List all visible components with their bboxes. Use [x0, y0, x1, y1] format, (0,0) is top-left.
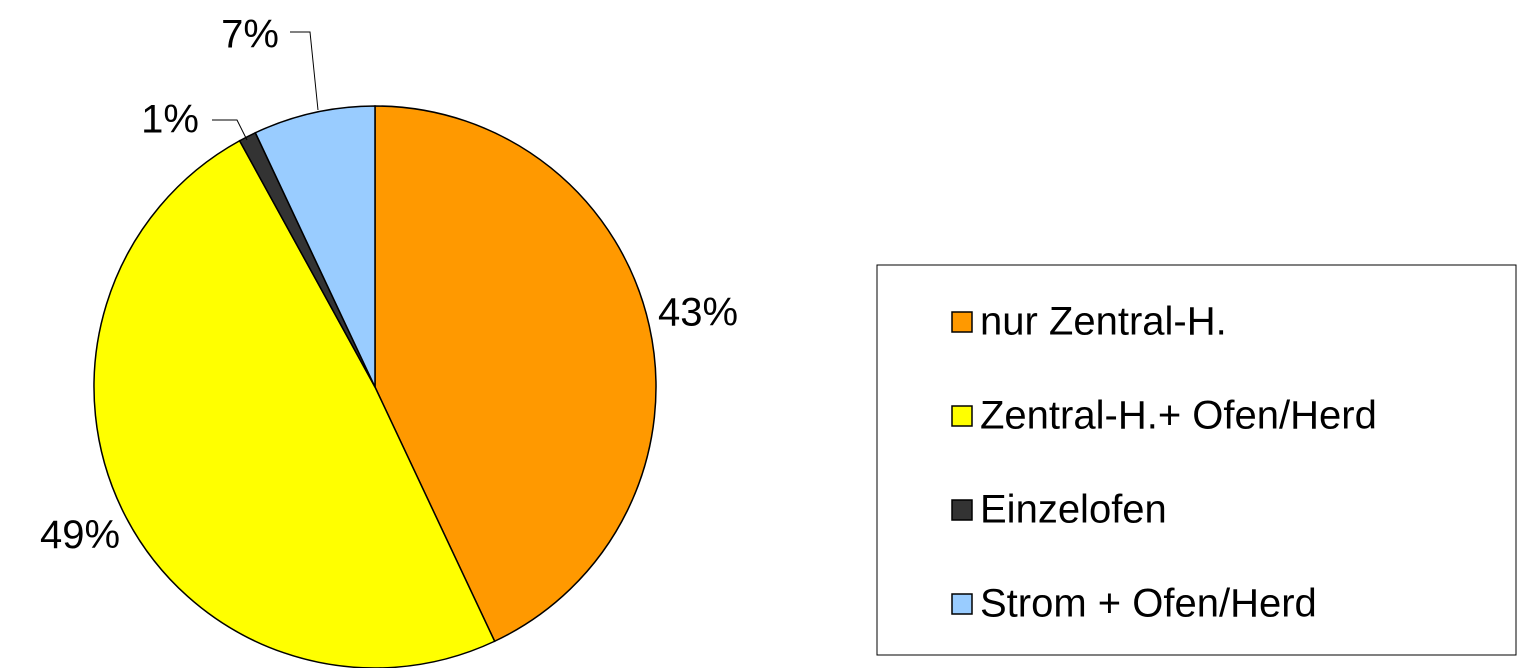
- legend-box: [876, 264, 1517, 656]
- data-label: 43%: [658, 290, 738, 334]
- legend-swatch: [951, 405, 973, 427]
- leader-line: [290, 31, 319, 111]
- data-label: 7%: [221, 13, 279, 57]
- legend-swatch: [951, 311, 973, 333]
- pie-slice: [254, 105, 376, 388]
- legend-label: Strom + Ofen/Herd: [980, 582, 1317, 626]
- legend-swatch: [951, 499, 973, 521]
- data-label: 49%: [40, 513, 120, 557]
- leader-line: [212, 119, 248, 141]
- legend-label: nur Zentral-H.: [980, 300, 1227, 344]
- legend-label: Zentral-H.+ Ofen/Herd: [980, 394, 1377, 438]
- legend-label: Einzelofen: [980, 488, 1167, 532]
- data-label: 1%: [141, 98, 199, 142]
- pie-slice: [374, 105, 657, 643]
- legend-swatch: [951, 593, 973, 615]
